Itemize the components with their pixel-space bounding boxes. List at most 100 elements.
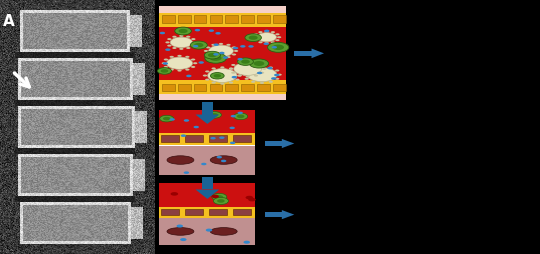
Circle shape (185, 69, 190, 71)
Circle shape (231, 64, 235, 66)
Circle shape (268, 42, 289, 52)
Circle shape (172, 36, 177, 38)
Circle shape (206, 54, 210, 56)
Circle shape (215, 195, 223, 199)
Circle shape (191, 58, 195, 60)
Bar (226, 84, 238, 91)
Circle shape (265, 30, 269, 32)
Circle shape (232, 76, 237, 78)
Bar (161, 209, 179, 215)
Bar (185, 135, 203, 142)
Bar (185, 209, 203, 215)
Circle shape (254, 61, 264, 66)
Circle shape (262, 68, 266, 70)
Circle shape (219, 57, 223, 59)
Circle shape (272, 46, 277, 49)
Bar (159, 80, 286, 94)
Circle shape (191, 38, 195, 40)
Circle shape (193, 126, 199, 128)
Circle shape (235, 78, 240, 81)
Circle shape (158, 68, 172, 74)
Bar (209, 209, 227, 215)
Bar (226, 15, 238, 23)
Circle shape (204, 50, 208, 52)
Circle shape (240, 45, 246, 48)
Circle shape (211, 73, 224, 79)
Circle shape (271, 31, 275, 33)
Circle shape (229, 68, 233, 70)
Circle shape (186, 47, 191, 49)
Circle shape (274, 74, 280, 76)
Circle shape (226, 56, 231, 58)
Polygon shape (195, 189, 219, 199)
Circle shape (260, 64, 264, 66)
Circle shape (164, 66, 168, 68)
Polygon shape (312, 49, 324, 58)
Circle shape (170, 56, 174, 58)
Circle shape (194, 43, 204, 47)
Circle shape (248, 36, 258, 40)
Circle shape (237, 75, 241, 77)
Circle shape (238, 58, 253, 65)
Circle shape (219, 43, 223, 45)
Circle shape (213, 53, 219, 56)
Circle shape (237, 61, 241, 63)
Circle shape (184, 119, 189, 122)
Bar (241, 15, 254, 23)
Circle shape (248, 198, 256, 201)
Circle shape (260, 65, 264, 67)
Bar (161, 135, 179, 142)
Circle shape (241, 60, 250, 64)
Circle shape (223, 56, 228, 59)
Circle shape (213, 43, 219, 46)
Circle shape (205, 53, 226, 63)
Circle shape (160, 69, 168, 73)
Circle shape (215, 32, 221, 35)
Bar (159, 110, 255, 133)
Circle shape (193, 41, 197, 43)
Circle shape (237, 115, 245, 118)
Circle shape (195, 29, 200, 31)
Circle shape (160, 32, 165, 34)
Circle shape (210, 137, 215, 139)
Circle shape (185, 56, 190, 58)
Circle shape (199, 61, 204, 64)
Circle shape (230, 141, 235, 144)
Circle shape (232, 54, 236, 56)
Circle shape (246, 60, 250, 62)
Circle shape (167, 38, 172, 40)
Ellipse shape (210, 228, 237, 235)
Circle shape (257, 33, 276, 42)
Circle shape (208, 45, 233, 57)
Polygon shape (265, 212, 282, 217)
Bar (210, 84, 222, 91)
Circle shape (206, 46, 210, 49)
Bar (241, 84, 254, 91)
Circle shape (211, 44, 215, 46)
Circle shape (217, 156, 222, 158)
Circle shape (165, 49, 171, 51)
Circle shape (275, 78, 279, 80)
Circle shape (184, 171, 189, 174)
Circle shape (177, 55, 181, 57)
Circle shape (277, 36, 281, 38)
Circle shape (201, 163, 206, 165)
Ellipse shape (167, 156, 194, 164)
Circle shape (219, 52, 225, 54)
Circle shape (211, 56, 215, 58)
Circle shape (191, 45, 195, 47)
Circle shape (234, 113, 248, 120)
Circle shape (191, 66, 195, 68)
Circle shape (260, 82, 264, 84)
Circle shape (163, 62, 168, 65)
Circle shape (267, 67, 273, 69)
Bar (159, 218, 255, 245)
Circle shape (233, 47, 238, 49)
Circle shape (254, 33, 258, 35)
Text: A: A (3, 14, 15, 29)
Circle shape (212, 68, 216, 70)
Circle shape (170, 37, 192, 47)
Circle shape (254, 75, 258, 77)
Circle shape (251, 67, 255, 69)
Circle shape (177, 225, 183, 228)
